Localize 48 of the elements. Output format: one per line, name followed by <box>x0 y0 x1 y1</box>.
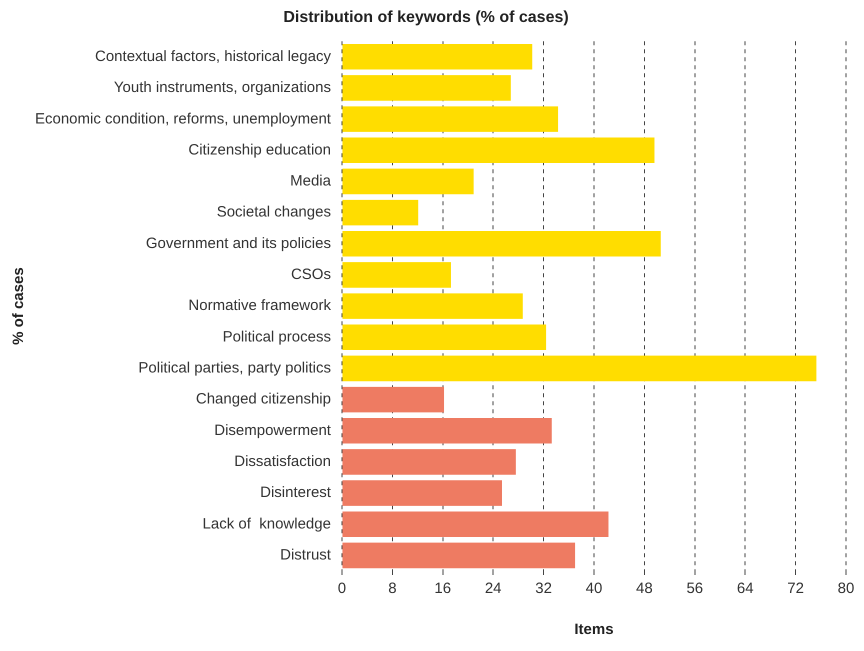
y-tick-label: Contextual factors, historical legacy <box>95 48 332 65</box>
x-tick-label: 64 <box>736 580 754 598</box>
chart-title: Distribution of keywords (% of cases) <box>283 9 569 26</box>
y-tick-label: Disempowerment <box>214 422 332 439</box>
bar <box>342 44 532 70</box>
y-tick-label: Citizenship education <box>188 141 331 158</box>
bar <box>342 262 451 288</box>
y-tick-label: Dissatisfaction <box>234 453 331 470</box>
x-tick-label: 56 <box>686 580 704 598</box>
x-tick-label: 32 <box>535 580 552 598</box>
bar <box>342 200 418 226</box>
y-tick-label: Economic condition, reforms, unemployment <box>34 110 332 128</box>
x-tick-label: 40 <box>586 580 602 598</box>
bar <box>342 106 558 132</box>
bar <box>342 386 444 412</box>
y-tick-label: Lack of knowledge <box>202 515 331 532</box>
bar <box>342 230 661 257</box>
y-tick-label: Disinterest <box>260 484 332 502</box>
y-tick-label: Distrust <box>280 546 332 564</box>
bar <box>342 293 523 319</box>
y-axis-title: % of cases <box>10 267 28 345</box>
x-tick-label: 0 <box>338 580 346 598</box>
y-tick-label: Media <box>290 172 332 190</box>
y-tick-label: CSOs <box>290 266 331 284</box>
y-tick-label: Youth instruments, organizations <box>114 79 331 96</box>
y-tick-label: Normative framework <box>188 297 332 314</box>
x-tick-label: 8 <box>388 580 397 598</box>
bar <box>342 511 608 538</box>
bar <box>342 138 654 164</box>
bar <box>342 542 576 568</box>
bar <box>342 418 552 444</box>
y-tick-label: Changed citizenship <box>196 390 331 408</box>
bar <box>342 75 511 101</box>
x-tick-label: 48 <box>636 580 653 598</box>
y-tick-label: Political process <box>222 328 331 346</box>
x-tick-label: 72 <box>787 580 804 598</box>
y-tick-label: Societal changes <box>216 204 331 221</box>
bar <box>342 168 474 194</box>
bar <box>342 324 546 350</box>
x-tick-label: 24 <box>484 580 502 598</box>
bar <box>342 480 502 506</box>
bar <box>342 356 816 382</box>
x-tick-label: 16 <box>434 580 452 598</box>
y-tick-label: Government and its policies <box>146 234 331 252</box>
bar <box>342 449 516 475</box>
y-tick-label: Political parties, party politics <box>138 360 331 377</box>
x-tick-label: 80 <box>838 580 854 598</box>
x-axis-title: Items <box>574 621 614 638</box>
